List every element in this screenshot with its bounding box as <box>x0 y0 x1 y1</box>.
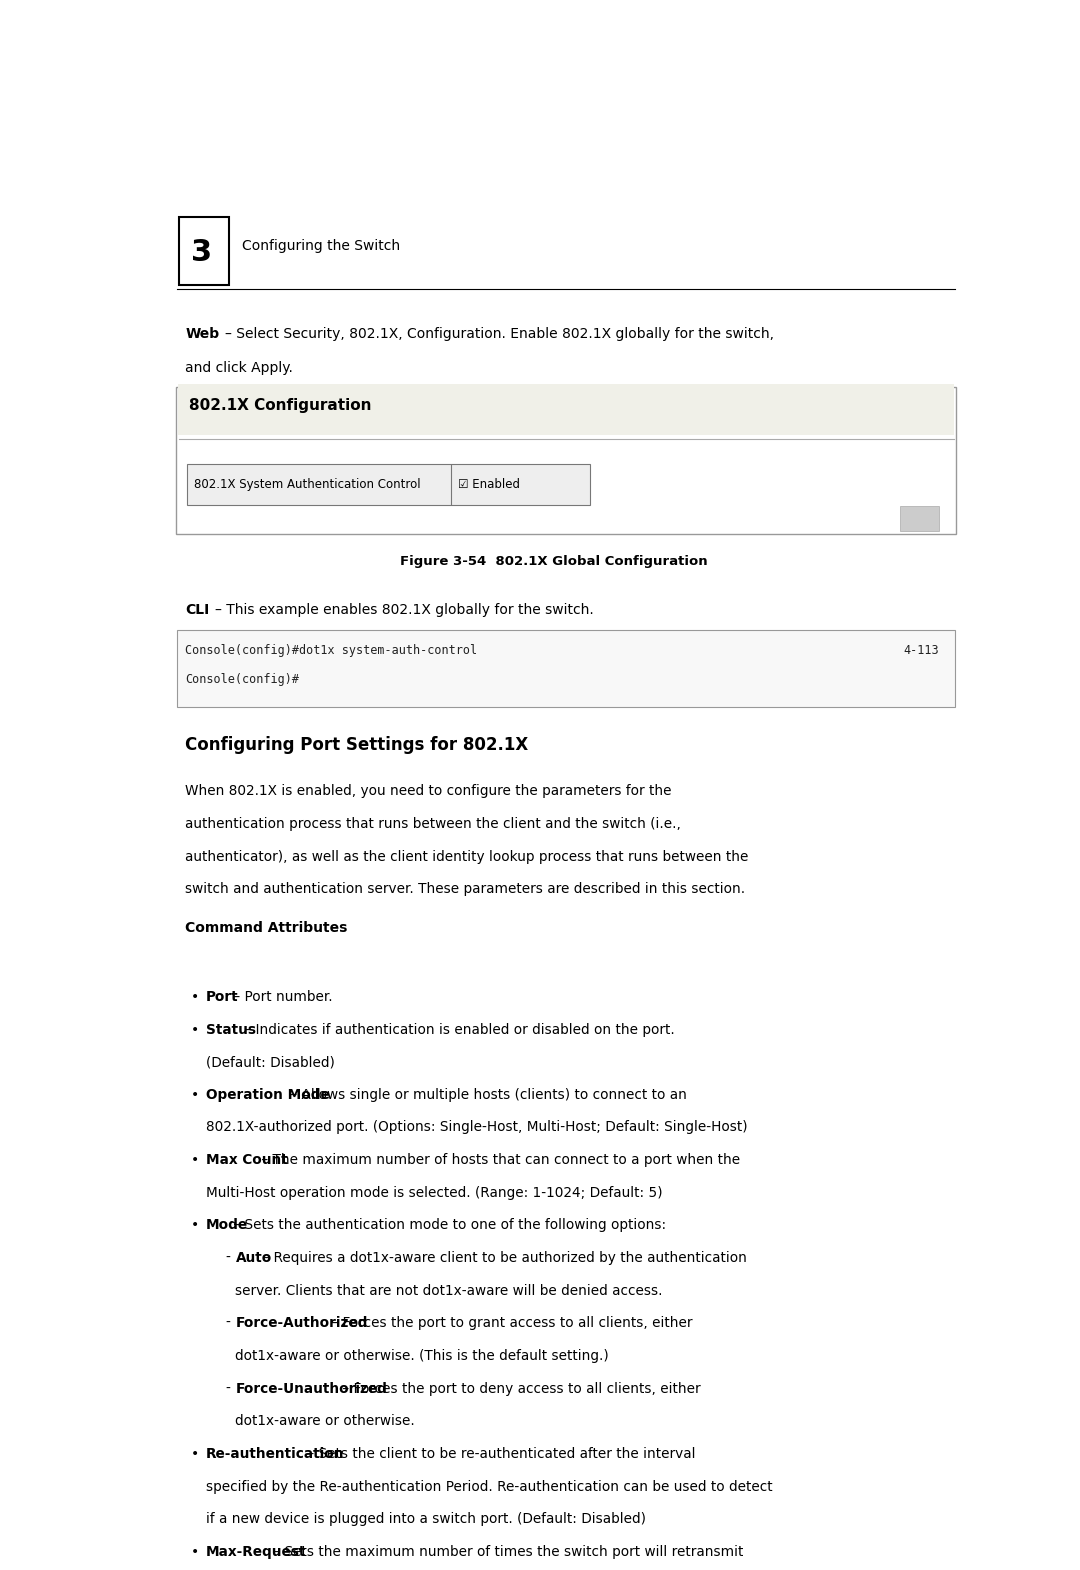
Text: •: • <box>191 991 200 1003</box>
Text: Configuring the Switch: Configuring the Switch <box>242 240 401 253</box>
Text: – Indicates if authentication is enabled or disabled on the port.: – Indicates if authentication is enabled… <box>240 1022 675 1036</box>
Text: Console(config)#: Console(config)# <box>186 674 299 686</box>
Text: When 802.1X is enabled, you need to configure the parameters for the: When 802.1X is enabled, you need to conf… <box>186 785 672 799</box>
Text: if a new device is plugged into a switch port. (Default: Disabled): if a new device is plugged into a switch… <box>206 1512 646 1526</box>
Text: •: • <box>191 1545 200 1559</box>
Text: 3: 3 <box>191 239 213 267</box>
Text: – Sets the client to be re-authenticated after the interval: – Sets the client to be re-authenticated… <box>302 1448 696 1460</box>
Text: Console(config)#dot1x system-auth-control: Console(config)#dot1x system-auth-contro… <box>186 644 477 658</box>
Text: •: • <box>191 1088 200 1102</box>
Text: Force-Unauthorized: Force-Unauthorized <box>235 1382 388 1396</box>
Text: -: - <box>226 1382 230 1396</box>
Text: server. Clients that are not dot1x-aware will be denied access.: server. Clients that are not dot1x-aware… <box>235 1284 663 1298</box>
Text: Force-Authorized: Force-Authorized <box>235 1316 368 1330</box>
Text: specified by the Re-authentication Period. Re-authentication can be used to dete: specified by the Re-authentication Perio… <box>206 1479 773 1493</box>
Text: •: • <box>191 1448 200 1460</box>
Text: Mode: Mode <box>206 1218 248 1232</box>
Text: – The maximum number of hosts that can connect to a port when the: – The maximum number of hosts that can c… <box>257 1152 741 1167</box>
Text: •: • <box>191 1152 200 1167</box>
Text: switch and authentication server. These parameters are described in this section: switch and authentication server. These … <box>186 882 745 896</box>
Text: – This example enables 802.1X globally for the switch.: – This example enables 802.1X globally f… <box>215 603 593 617</box>
Text: •: • <box>191 1022 200 1036</box>
Text: Status: Status <box>206 1022 256 1036</box>
Text: 802.1X System Authentication Control: 802.1X System Authentication Control <box>193 479 420 491</box>
FancyBboxPatch shape <box>178 385 955 435</box>
Text: (Default: Disabled): (Default: Disabled) <box>206 1055 335 1069</box>
Text: – Forces the port to grant access to all clients, either: – Forces the port to grant access to all… <box>326 1316 692 1330</box>
Text: Command Attributes: Command Attributes <box>186 922 348 936</box>
Text: Auto: Auto <box>235 1251 272 1265</box>
Text: 802.1X-authorized port. (Options: Single-Host, Multi-Host; Default: Single-Host): 802.1X-authorized port. (Options: Single… <box>206 1121 747 1135</box>
Text: and click Apply.: and click Apply. <box>186 361 293 375</box>
Text: authenticator), as well as the client identity lookup process that runs between : authenticator), as well as the client id… <box>186 849 748 864</box>
Text: – Requires a dot1x-aware client to be authorized by the authentication: – Requires a dot1x-aware client to be au… <box>258 1251 747 1265</box>
FancyBboxPatch shape <box>187 465 591 506</box>
Text: – Select Security, 802.1X, Configuration. Enable 802.1X globally for the switch,: – Select Security, 802.1X, Configuration… <box>225 328 773 341</box>
FancyBboxPatch shape <box>177 630 956 706</box>
Text: Max Count: Max Count <box>206 1152 288 1167</box>
Text: dot1x-aware or otherwise. (This is the default setting.): dot1x-aware or otherwise. (This is the d… <box>235 1349 609 1363</box>
Text: dot1x-aware or otherwise.: dot1x-aware or otherwise. <box>235 1415 415 1429</box>
Text: – Sets the authentication mode to one of the following options:: – Sets the authentication mode to one of… <box>229 1218 666 1232</box>
Text: Figure 3-54  802.1X Global Configuration: Figure 3-54 802.1X Global Configuration <box>400 554 707 568</box>
Text: CLI: CLI <box>186 603 210 617</box>
Text: ☑ Enabled: ☑ Enabled <box>458 479 521 491</box>
FancyBboxPatch shape <box>179 217 229 286</box>
Text: – Sets the maximum number of times the switch port will retransmit: – Sets the maximum number of times the s… <box>269 1545 743 1559</box>
FancyBboxPatch shape <box>176 386 956 534</box>
Text: – Port number.: – Port number. <box>229 991 333 1003</box>
Text: -: - <box>226 1251 230 1265</box>
Text: Multi-Host operation mode is selected. (Range: 1-1024; Default: 5): Multi-Host operation mode is selected. (… <box>206 1185 663 1199</box>
Text: Port: Port <box>206 991 239 1003</box>
Text: 802.1X Configuration: 802.1X Configuration <box>189 397 372 413</box>
Text: •: • <box>191 1218 200 1232</box>
Text: Max-Request: Max-Request <box>206 1545 307 1559</box>
Text: Re-authentication: Re-authentication <box>206 1448 345 1460</box>
Text: – Forces the port to deny access to all clients, either: – Forces the port to deny access to all … <box>338 1382 701 1396</box>
FancyBboxPatch shape <box>900 507 939 531</box>
Text: 4-113: 4-113 <box>903 644 939 658</box>
Text: -: - <box>226 1316 230 1330</box>
Text: Configuring Port Settings for 802.1X: Configuring Port Settings for 802.1X <box>186 736 528 754</box>
Text: – Allows single or multiple hosts (clients) to connect to an: – Allows single or multiple hosts (clien… <box>286 1088 687 1102</box>
Text: Operation Mode: Operation Mode <box>206 1088 329 1102</box>
Text: authentication process that runs between the client and the switch (i.e.,: authentication process that runs between… <box>186 816 681 831</box>
Text: Web: Web <box>186 328 219 341</box>
